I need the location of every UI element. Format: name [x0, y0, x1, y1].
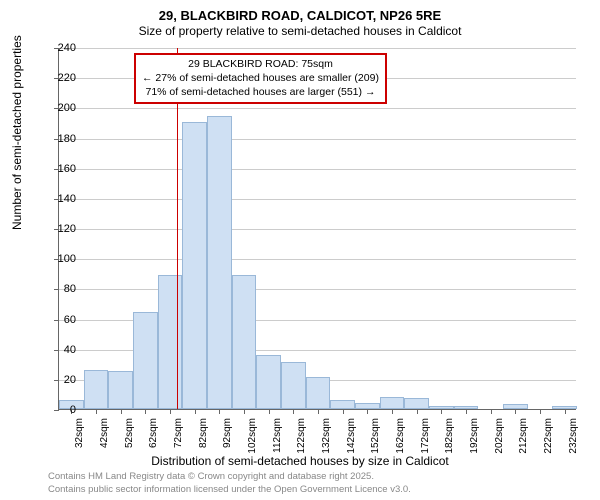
x-tick-label: 52sqm: [124, 418, 135, 448]
y-tick-label: 120: [46, 223, 76, 235]
x-tick: [96, 409, 97, 414]
x-tick: [145, 409, 146, 414]
x-tick: [392, 409, 393, 414]
x-tick-label: 102sqm: [247, 418, 258, 454]
histogram-bar: [207, 116, 232, 409]
histogram-bar: [404, 398, 429, 409]
footer-line2: Contains public sector information licen…: [48, 484, 411, 496]
x-tick: [367, 409, 368, 414]
x-tick: [195, 409, 196, 414]
x-tick-label: 182sqm: [444, 418, 455, 454]
histogram-bar: [108, 371, 133, 409]
x-tick-label: 202sqm: [494, 418, 505, 454]
y-tick-label: 80: [46, 283, 76, 295]
grid-line: [59, 199, 576, 200]
annotation-box: 29 BLACKBIRD ROAD: 75sqm ← 27% of semi-d…: [134, 53, 387, 104]
histogram-bar: [306, 377, 331, 409]
x-tick: [219, 409, 220, 414]
histogram-bar: [380, 397, 405, 409]
x-tick-label: 212sqm: [518, 418, 529, 454]
x-tick-label: 192sqm: [469, 418, 480, 454]
plot-area: 29 BLACKBIRD ROAD: 75sqm ← 27% of semi-d…: [58, 48, 576, 410]
footer-line1: Contains HM Land Registry data © Crown c…: [48, 471, 411, 483]
y-tick-label: 220: [46, 72, 76, 84]
histogram-bar: [182, 122, 207, 409]
x-tick-label: 222sqm: [543, 418, 554, 454]
histogram-bar: [256, 355, 281, 409]
y-tick-label: 200: [46, 102, 76, 114]
chart-subtitle: Size of property relative to semi-detach…: [0, 24, 600, 38]
x-tick: [540, 409, 541, 414]
x-tick-label: 142sqm: [346, 418, 357, 454]
x-tick: [441, 409, 442, 414]
histogram-bar: [552, 406, 577, 409]
histogram-bar: [330, 400, 355, 409]
x-tick: [343, 409, 344, 414]
x-tick-label: 62sqm: [148, 418, 159, 448]
x-tick: [293, 409, 294, 414]
x-tick: [417, 409, 418, 414]
y-tick-label: 160: [46, 163, 76, 175]
y-axis-label: Number of semi-detached properties: [10, 35, 24, 230]
x-axis-label: Distribution of semi-detached houses by …: [0, 454, 600, 468]
grid-line: [59, 289, 576, 290]
y-tick-label: 20: [46, 374, 76, 386]
y-tick-label: 140: [46, 193, 76, 205]
grid-line: [59, 48, 576, 49]
x-tick: [466, 409, 467, 414]
x-tick: [318, 409, 319, 414]
x-tick-label: 232sqm: [568, 418, 579, 454]
x-tick: [269, 409, 270, 414]
histogram-bar: [503, 404, 528, 409]
y-tick-label: 240: [46, 42, 76, 54]
histogram-bar: [232, 275, 257, 409]
histogram-bar: [84, 370, 109, 409]
x-tick: [515, 409, 516, 414]
x-tick-label: 42sqm: [99, 418, 110, 448]
histogram-bar: [454, 406, 479, 409]
x-tick-label: 72sqm: [173, 418, 184, 448]
grid-line: [59, 169, 576, 170]
x-tick: [565, 409, 566, 414]
y-tick-label: 180: [46, 133, 76, 145]
x-tick: [491, 409, 492, 414]
x-tick-label: 82sqm: [198, 418, 209, 448]
x-tick-label: 172sqm: [420, 418, 431, 454]
x-tick-label: 152sqm: [370, 418, 381, 454]
y-tick-label: 0: [46, 404, 76, 416]
grid-line: [59, 229, 576, 230]
y-tick-label: 40: [46, 344, 76, 356]
x-tick-label: 162sqm: [395, 418, 406, 454]
x-tick: [170, 409, 171, 414]
annotation-line3: 71% of semi-detached houses are larger (…: [142, 85, 379, 99]
x-tick-label: 122sqm: [296, 418, 307, 454]
chart-title: 29, BLACKBIRD ROAD, CALDICOT, NP26 5RE: [0, 8, 600, 23]
histogram-bar: [429, 406, 454, 409]
x-tick-label: 92sqm: [222, 418, 233, 448]
annotation-line2: ← 27% of semi-detached houses are smalle…: [142, 71, 379, 85]
y-tick-label: 60: [46, 314, 76, 326]
grid-line: [59, 108, 576, 109]
footer-attribution: Contains HM Land Registry data © Crown c…: [48, 471, 411, 496]
histogram-bar: [133, 312, 158, 409]
x-tick: [244, 409, 245, 414]
grid-line: [59, 139, 576, 140]
histogram-bar: [281, 362, 306, 409]
histogram-bar: [355, 403, 380, 409]
histogram-bar: [158, 275, 183, 409]
x-tick-label: 32sqm: [74, 418, 85, 448]
x-tick-label: 132sqm: [321, 418, 332, 454]
y-tick-label: 100: [46, 253, 76, 265]
x-tick: [121, 409, 122, 414]
grid-line: [59, 259, 576, 260]
annotation-line1: 29 BLACKBIRD ROAD: 75sqm: [142, 57, 379, 71]
x-tick-label: 112sqm: [272, 418, 283, 453]
